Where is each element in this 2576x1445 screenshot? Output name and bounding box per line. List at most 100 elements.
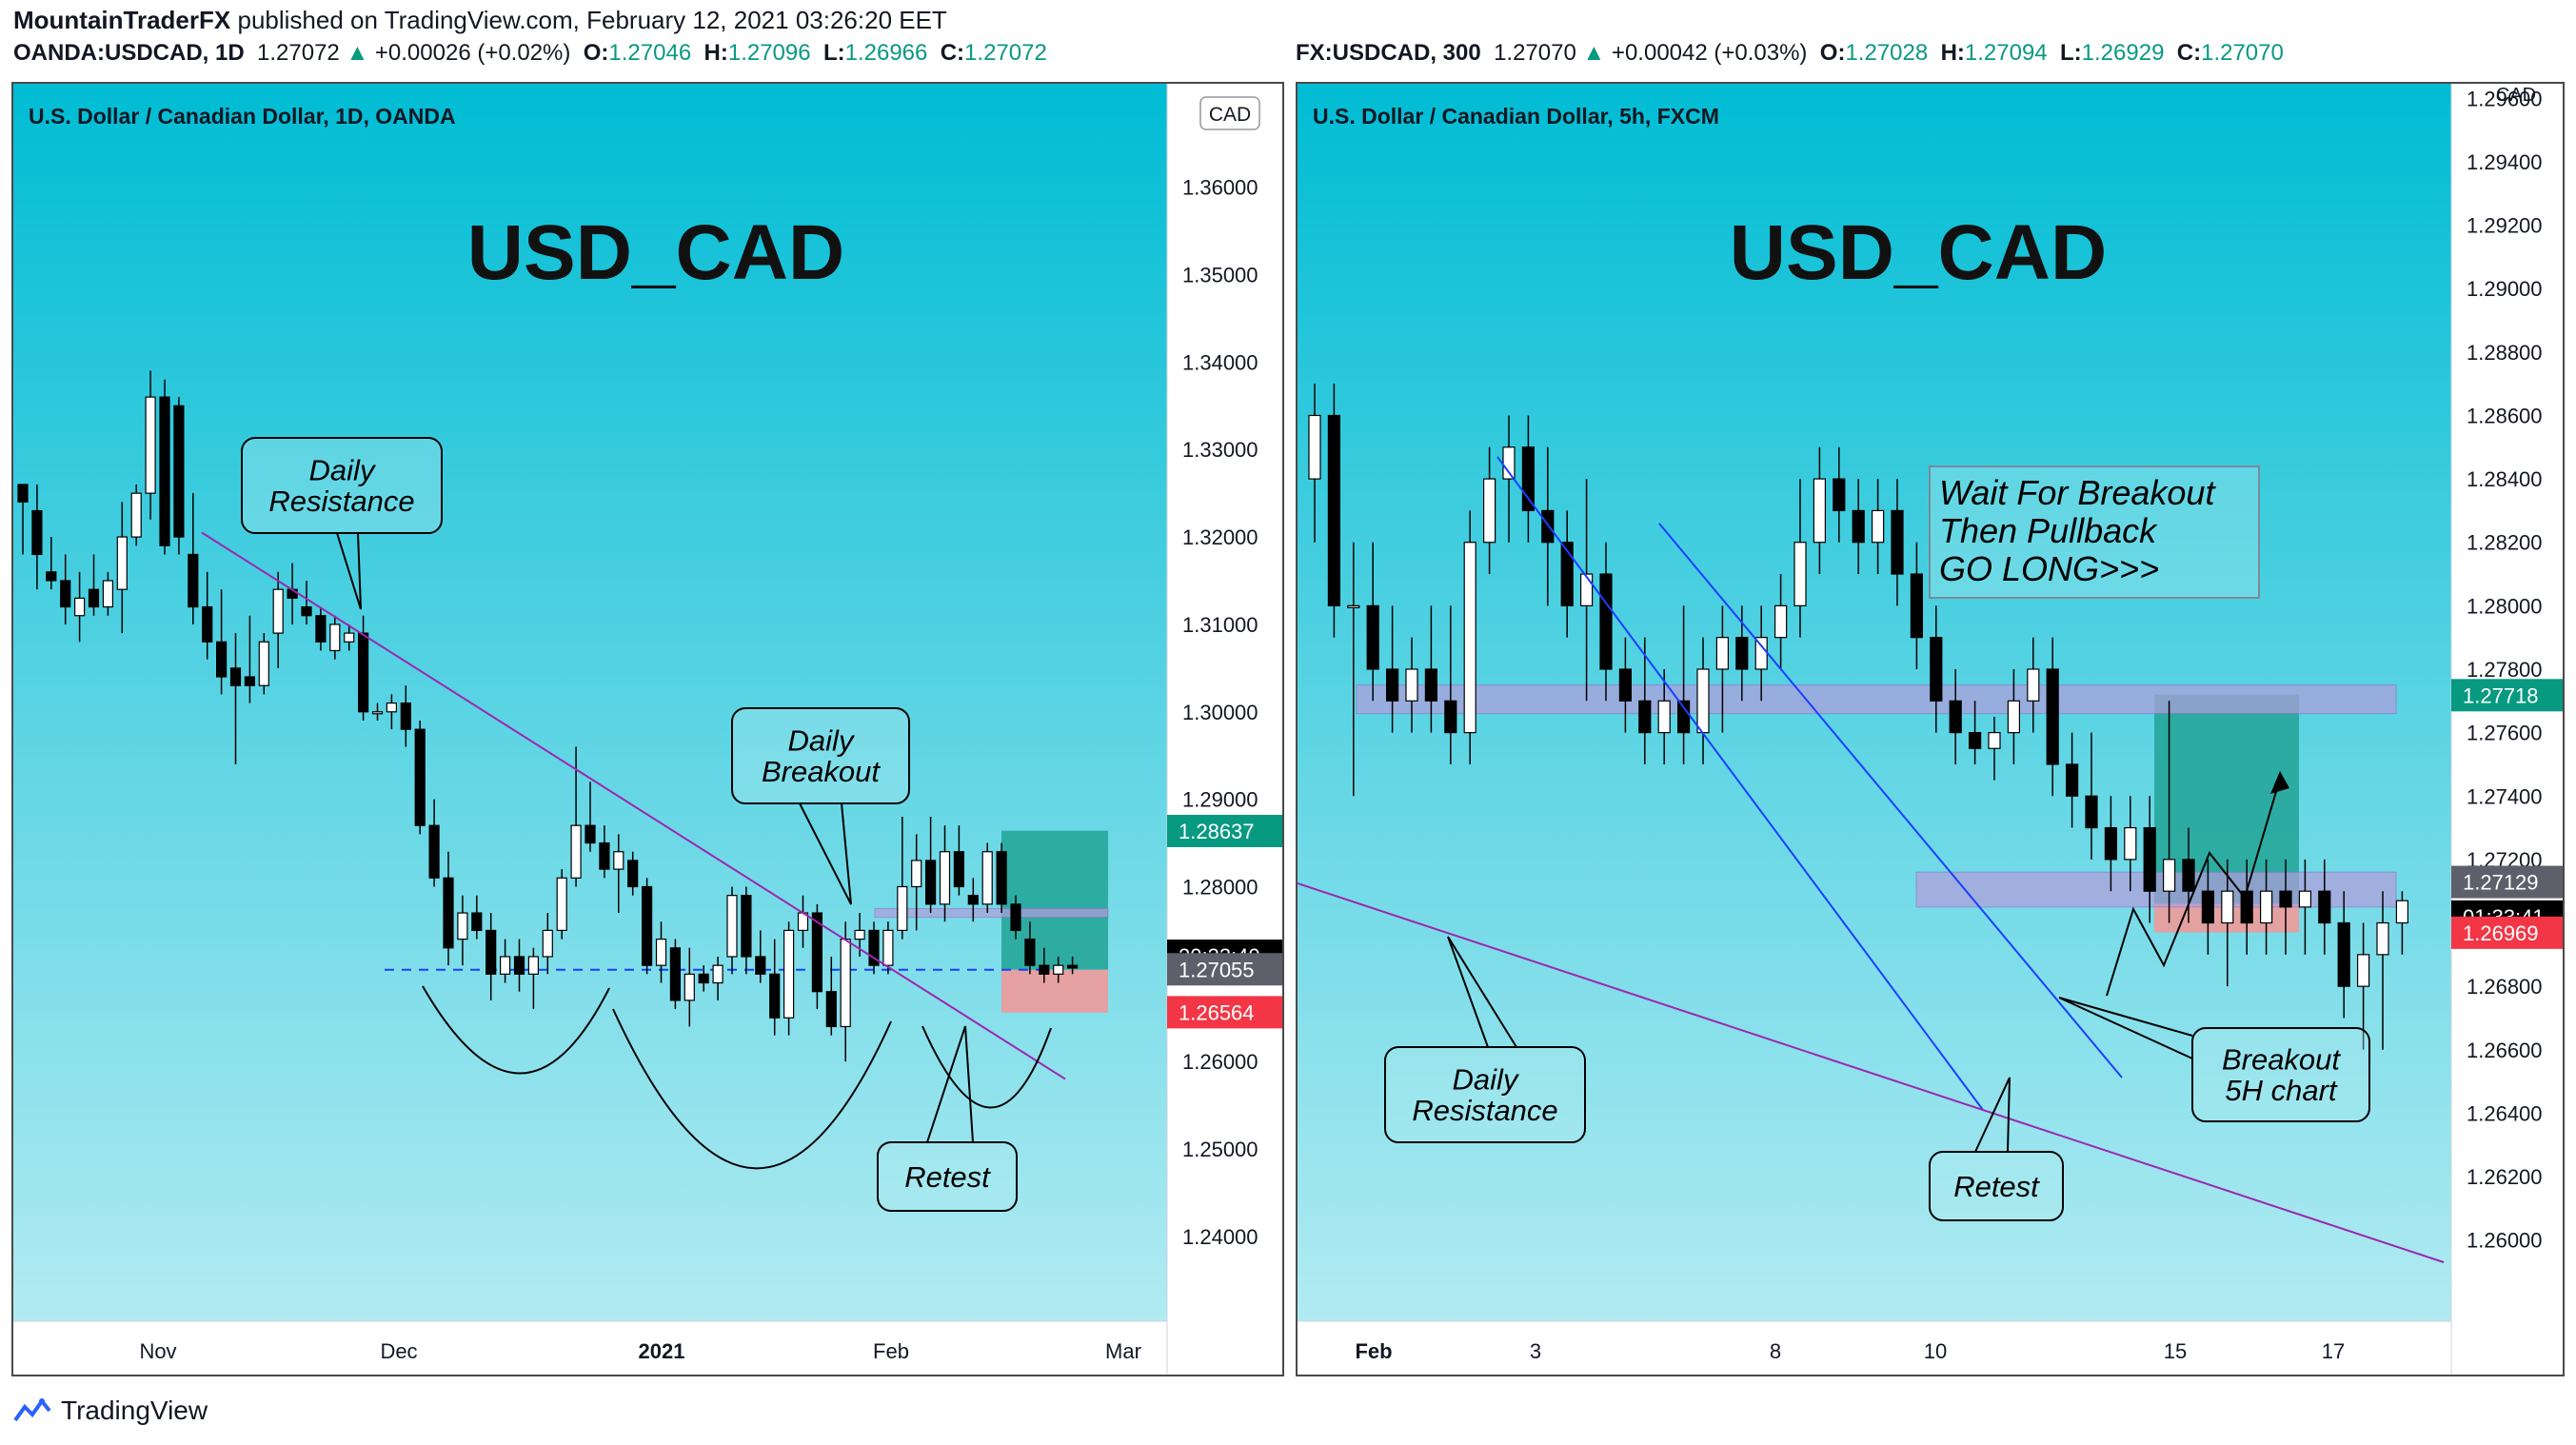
y-tick-label: 1.30000: [1182, 701, 1258, 724]
candle: [60, 580, 71, 608]
candle: [2298, 890, 2312, 908]
candle: [2259, 890, 2273, 924]
daily-chart[interactable]: U.S. Dollar / Canadian Dollar, 1D, OANDA…: [13, 84, 1282, 1375]
publisher-name[interactable]: MountainTraderFX: [13, 6, 231, 34]
candle: [471, 912, 483, 932]
candle: [2356, 954, 2370, 987]
y-tick-label: 1.26200: [2467, 1165, 2543, 1189]
daily-resistance-callout-pointer: [1447, 936, 1517, 1048]
candle: [1066, 964, 1079, 969]
y-tick-label: 1.27800: [2467, 658, 2543, 682]
candle: [897, 885, 908, 932]
candle: [1366, 604, 1379, 670]
candle: [145, 396, 156, 494]
candle: [1053, 964, 1064, 975]
candle: [939, 851, 951, 905]
left-low: 1.26966: [844, 40, 928, 66]
candle: [2085, 795, 2098, 829]
right-symbol[interactable]: FX:USDCAD, 300: [1296, 40, 1481, 66]
daily-breakout-callout-text: Breakout: [762, 755, 881, 788]
strategy-note-text: Then Pullback: [1939, 511, 2158, 550]
retest-callout-box: [877, 1141, 1018, 1212]
x-tick-label: Feb: [1355, 1339, 1392, 1363]
channel-lower-line: [1658, 523, 2123, 1079]
daily-breakout-callout-text: Daily: [788, 724, 856, 758]
price-label: 1.27055: [1179, 958, 1255, 981]
candle: [1424, 668, 1437, 702]
publish-header: MountainTraderFX published on TradingVie…: [13, 6, 947, 35]
x-tick-label: Nov: [139, 1339, 176, 1363]
candle: [485, 929, 497, 975]
up-arrow-icon: ▲: [1582, 40, 1606, 66]
candle: [641, 885, 653, 966]
y-tick-label: 1.26600: [2467, 1039, 2543, 1062]
five-hour-chart-panel[interactable]: U.S. Dollar / Canadian Dollar, 5h, FXCM C…: [1296, 82, 2565, 1376]
candle: [2318, 890, 2331, 924]
candle: [188, 553, 199, 608]
y-tick-label: 1.29000: [1182, 788, 1258, 812]
y-tick-label: 1.34000: [1182, 350, 1258, 374]
candle: [712, 964, 723, 984]
five-hour-chart[interactable]: U.S. Dollar / Canadian Dollar, 5h, FXCM C…: [1298, 84, 2563, 1375]
left-quote-bar: OANDA:USDCAD, 1D 1.27072 ▲ +0.00026 (+0.…: [13, 40, 1047, 67]
tradingview-footer[interactable]: TradingView: [13, 1396, 208, 1426]
breakout-5h-callout-text: Breakout: [2222, 1043, 2341, 1077]
price-label-box: [2451, 865, 2563, 899]
candle: [1039, 964, 1050, 975]
y-tick-label: 1.28000: [1182, 875, 1258, 899]
x-tick-label: Feb: [873, 1339, 909, 1363]
price-label: 1.26969: [2463, 921, 2539, 945]
candle: [173, 405, 185, 538]
candle: [1774, 604, 1788, 639]
strategy-note-text: GO LONG>>>: [1939, 549, 2159, 588]
candle: [1521, 446, 1535, 512]
pattern-arc: [921, 1025, 1052, 1109]
left-last: 1.27072: [257, 40, 340, 66]
candle: [1930, 637, 1943, 702]
right-low-label: L:: [2060, 40, 2082, 66]
price-label: 1.27718: [2463, 683, 2539, 707]
target-zone: [1001, 830, 1108, 970]
candle: [1347, 604, 1360, 608]
candle: [88, 588, 100, 608]
breakout-zone: [874, 907, 1109, 919]
candle: [2124, 826, 2137, 861]
y-tick-label: 1.33000: [1182, 438, 1258, 462]
candle: [811, 912, 823, 993]
candle: [1696, 668, 1710, 734]
y-tick-label: 1.28400: [2467, 467, 2543, 491]
candle: [130, 492, 142, 538]
candle: [400, 702, 411, 730]
candle: [358, 632, 369, 713]
daily-resistance-callout-pointer: [336, 532, 362, 610]
left-change: +0.00026 (+0.02%): [374, 40, 571, 66]
candle: [443, 877, 454, 949]
y-tick-label: 1.29200: [2467, 214, 2543, 238]
candle: [556, 877, 567, 932]
candle: [315, 615, 327, 643]
chart-title: U.S. Dollar / Canadian Dollar, 1D, OANDA: [29, 104, 456, 129]
left-symbol[interactable]: OANDA:USDCAD, 1D: [13, 40, 245, 66]
candle: [46, 571, 57, 582]
channel-upper-line: [1496, 456, 1984, 1111]
currency-badge: [1199, 96, 1260, 130]
candle: [1010, 903, 1021, 932]
price-label-box: [1167, 953, 1282, 986]
candle: [2201, 890, 2215, 924]
candle: [1560, 542, 1574, 606]
candle: [613, 851, 624, 870]
retest-callout-text: Retest: [904, 1160, 991, 1194]
right-last: 1.27070: [1494, 40, 1576, 66]
price-label-box: [1167, 814, 1282, 847]
candle: [825, 991, 837, 1028]
daily-resistance-callout-box: [241, 437, 443, 534]
left-high: 1.27096: [727, 40, 811, 66]
candle: [2027, 668, 2040, 702]
y-tick-label: 1.28600: [2467, 404, 2543, 427]
resistance-zone: [1356, 684, 2397, 715]
candle: [726, 895, 738, 958]
y-tick-label: 1.26000: [1182, 1050, 1258, 1074]
right-change: +0.00042 (+0.03%): [1611, 40, 1808, 66]
daily-chart-panel[interactable]: U.S. Dollar / Canadian Dollar, 1D, OANDA…: [11, 82, 1284, 1376]
candle: [627, 860, 639, 888]
